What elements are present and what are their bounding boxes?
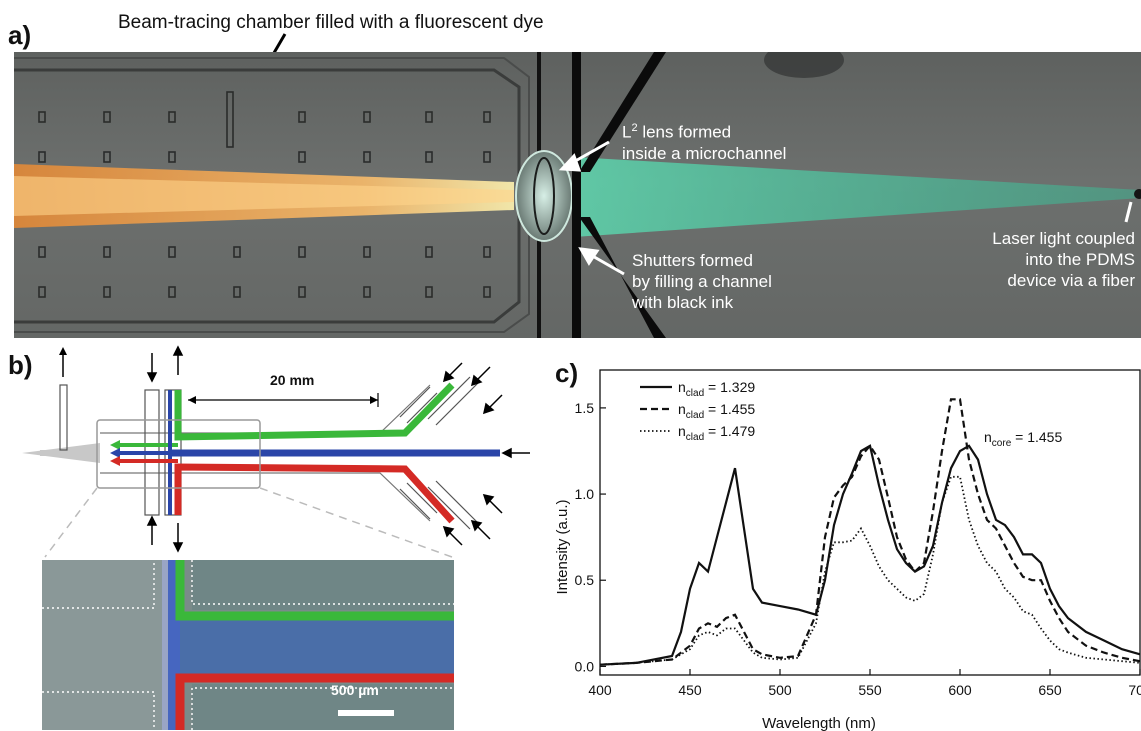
n-core-value: = 1.455: [1011, 429, 1062, 445]
panel-a-caption: Beam-tracing chamber filled with a fluor…: [118, 12, 544, 33]
series-line-dotted: [599, 475, 1141, 666]
panel-a-label: a): [8, 20, 32, 50]
spectra-chart: 400 450 500 550 600 650 700 0.0 0.5 1.0 1.5 nclad =…: [554, 369, 1141, 731]
panel-b-label: b): [8, 350, 33, 380]
x-tick-label: 450: [678, 682, 702, 698]
x-tick-label: 500: [768, 682, 792, 698]
chart-layer: 400 450 500 550 600 650 700 0.0 0.5 1.0 1.5 nclad =…: [575, 369, 1141, 698]
series-line-solid: [599, 444, 1141, 666]
lens-annotation: L2 lens formed inside a microchannel: [622, 118, 786, 164]
series-line-dashed: [599, 398, 1141, 666]
legend-label-solid: nclad = 1.329: [678, 379, 755, 399]
channel-schematic: [22, 345, 530, 558]
n-core-prefix: n: [984, 429, 992, 445]
microscope-inset-b: 500 µm: [42, 560, 454, 730]
laser-line-3: device via a fiber: [1007, 271, 1135, 290]
shutters-line-3: with black ink: [632, 293, 734, 312]
x-tick-label: 600: [948, 682, 972, 698]
laser-line-2: into the PDMS: [1025, 250, 1135, 269]
lens-line1-prefix: L: [622, 122, 632, 142]
x-tick-label: 700: [1128, 682, 1141, 698]
inset-drawing: [42, 560, 454, 730]
panel-c-label: c): [555, 358, 579, 388]
laser-line-1: Laser light coupled: [992, 229, 1135, 248]
n-core-annotation: ncore = 1.455: [984, 429, 1062, 449]
y-axis-label: Intensity (a.u.): [554, 499, 571, 594]
lens-line1-sup: 2: [631, 122, 638, 134]
shutters-line-2: by filling a channel: [632, 272, 772, 291]
microscope-image-a: L2 lens formed inside a microchannel Shu…: [14, 52, 1141, 338]
x-tick-label: 400: [588, 682, 612, 698]
photo-a-drawing: [14, 52, 1141, 338]
shutters-line-1: Shutters formed: [632, 251, 753, 270]
n-core-sub: core: [992, 438, 1012, 449]
scalebar-label: 500 µm: [331, 682, 379, 698]
lens-line2: inside a microchannel: [622, 143, 787, 163]
shutters-annotation: Shutters formed by filling a channel wit…: [632, 250, 772, 313]
legend-label-dashed: nclad = 1.455: [678, 401, 755, 421]
legend-label-dotted: nclad = 1.479: [678, 423, 755, 443]
distance-label: 20 mm: [270, 372, 315, 388]
x-axis-label: Wavelength (nm): [762, 715, 876, 731]
x-tick-label: 650: [1038, 682, 1062, 698]
y-tick-label: 0.0: [575, 658, 595, 674]
lens-line1-suffix: lens formed: [637, 122, 732, 142]
y-tick-label: 1.0: [575, 486, 595, 502]
y-tick-label: 0.5: [575, 572, 595, 588]
laser-annotation: Laser light coupled into the PDMS device…: [992, 228, 1135, 291]
y-tick-label: 1.5: [575, 400, 595, 416]
caption-arrow: [269, 33, 287, 59]
x-tick-label: 550: [858, 682, 882, 698]
